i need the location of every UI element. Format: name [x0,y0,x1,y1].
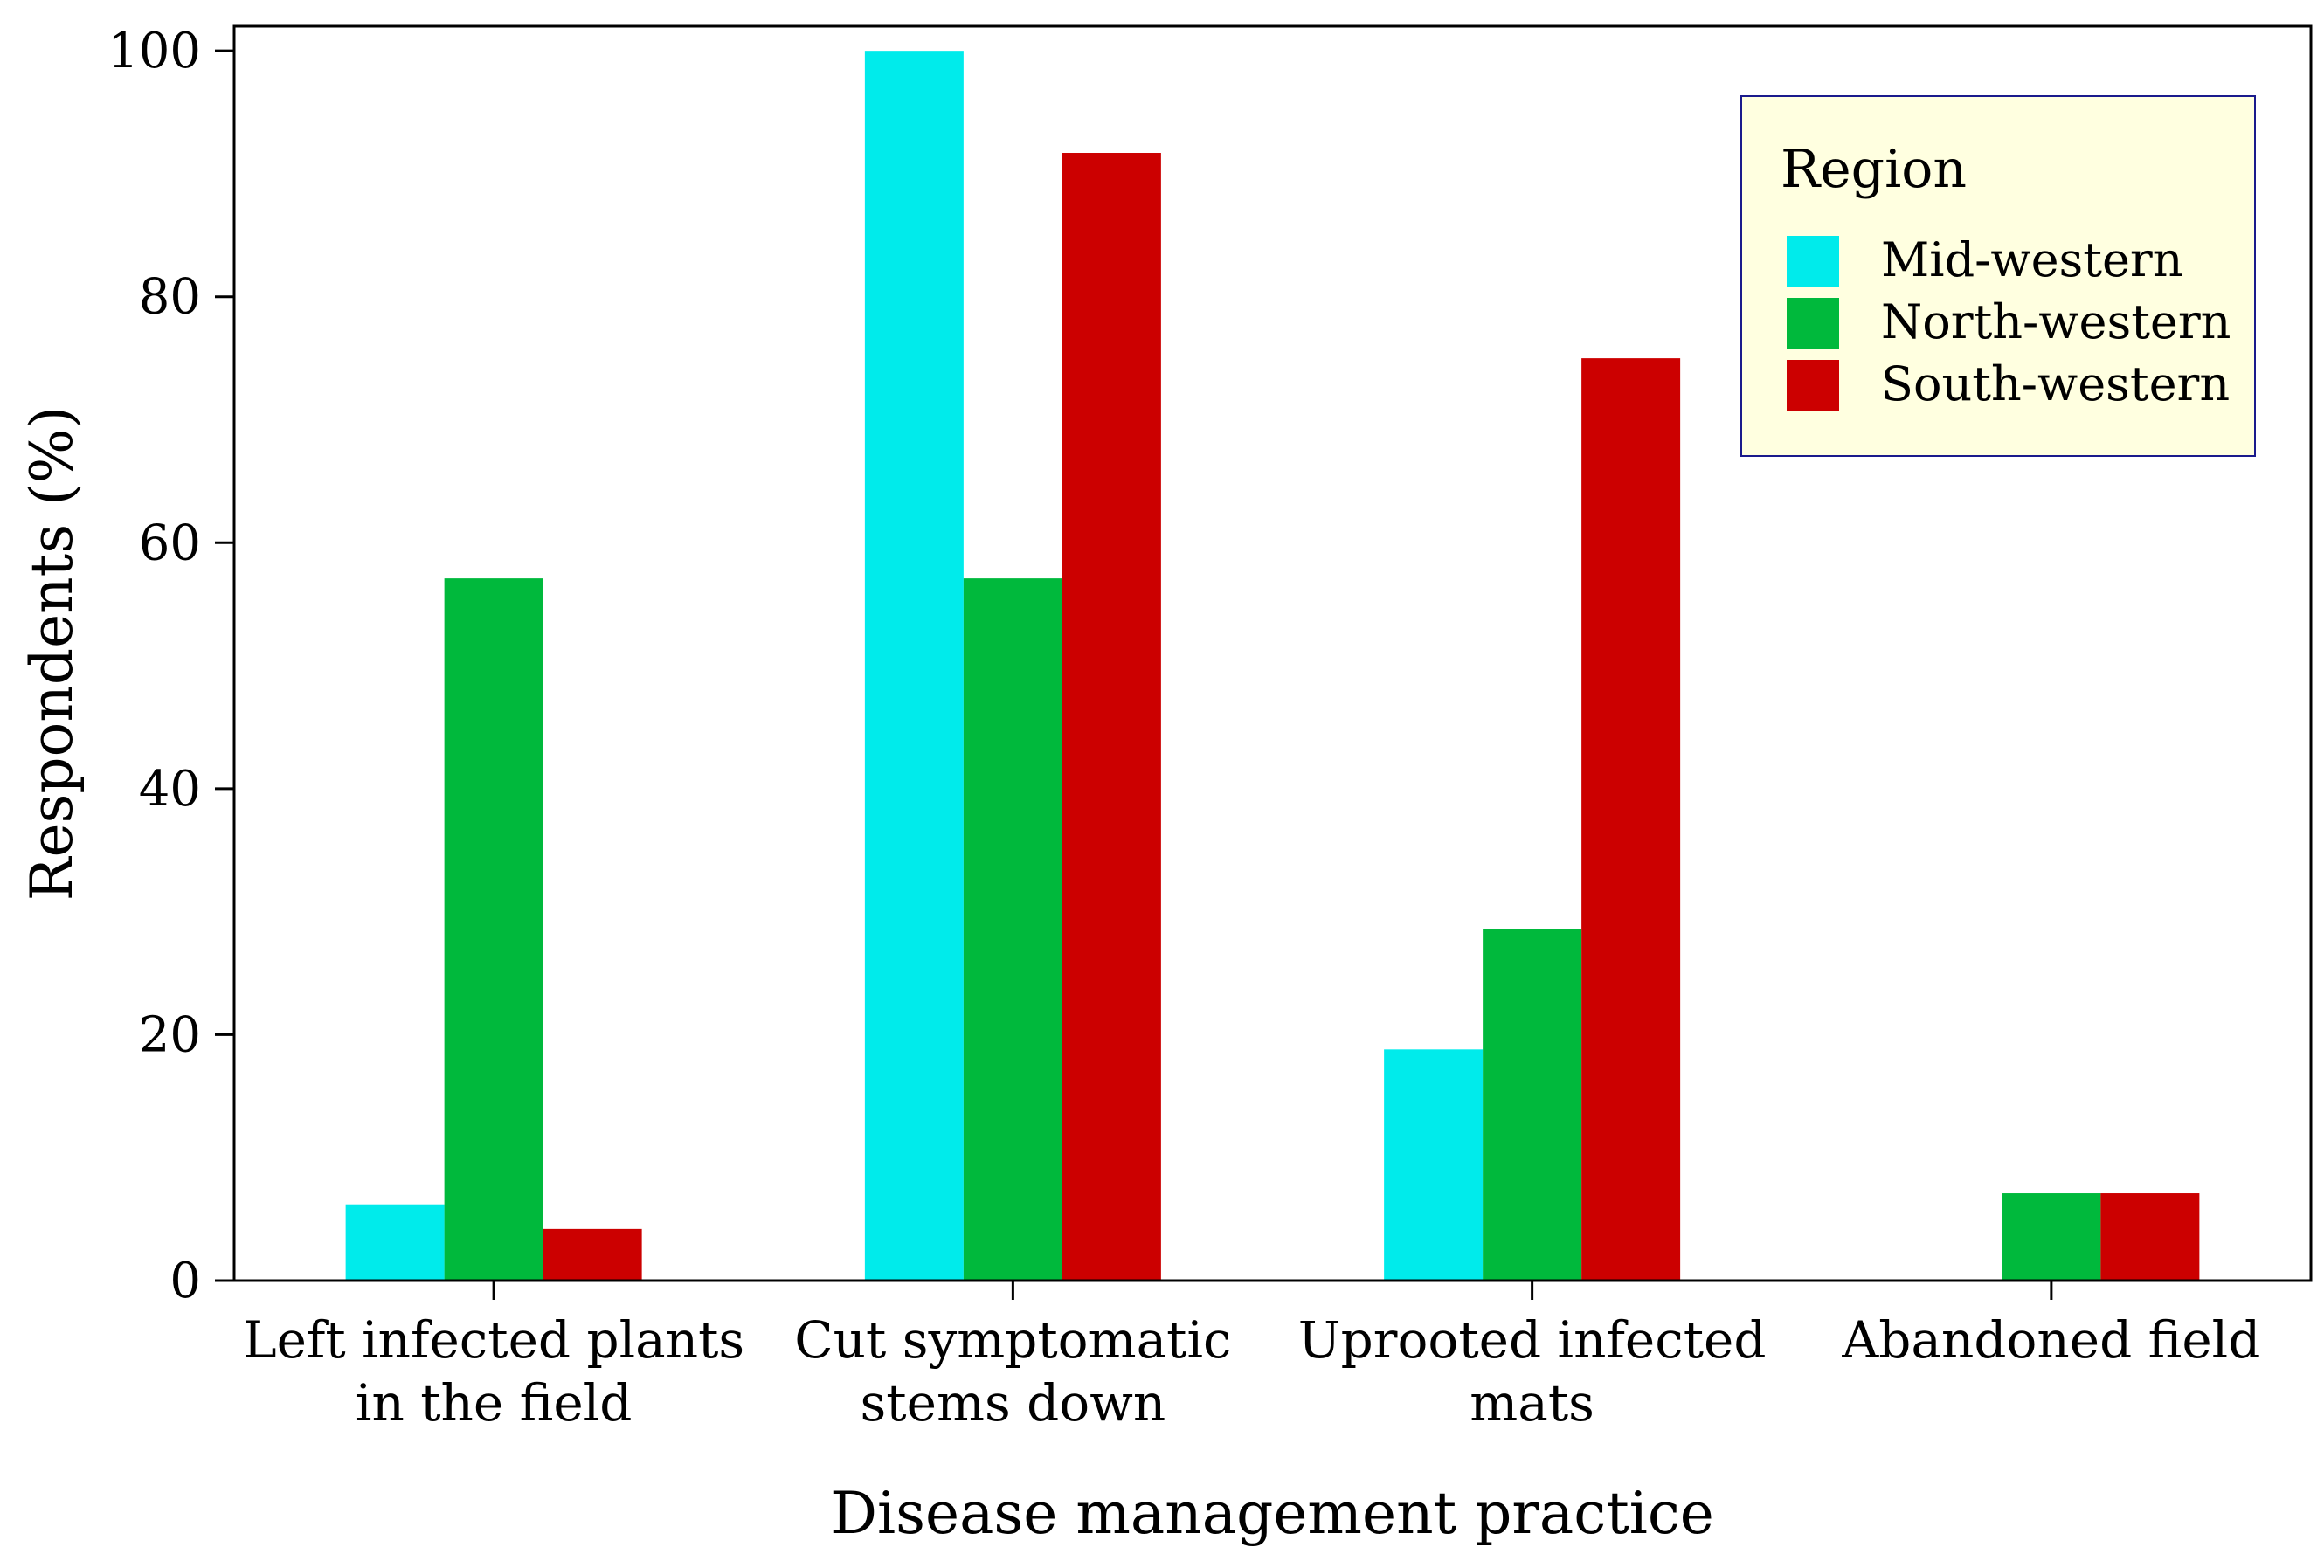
bar-north-western-0 [444,578,543,1281]
y-tick-label: 40 [139,761,201,818]
legend: Region Mid-western North-western South-wes… [1740,95,2256,457]
x-axis: Left infected plants in the field Cut symp… [243,1281,2260,1433]
legend-label: South-western [1881,356,2230,411]
y-tick-label: 80 [139,269,201,326]
x-category-label-line: Cut symptomatic [794,1310,1231,1370]
x-category-label-line: stems down [861,1373,1166,1433]
x-category-label-line: in the field [356,1373,632,1433]
bar-mid-western-1 [864,51,964,1281]
bars-layer [345,51,2200,1281]
y-axis: 0 20 40 60 80 100 [107,23,234,1309]
y-tick-label: 0 [169,1253,201,1309]
bar-south-western-2 [1581,358,1681,1281]
x-category-label: Cut symptomatic stems down [794,1310,1231,1433]
legend-title: Region [1781,139,1967,200]
bar-north-western-3 [2002,1193,2101,1281]
bar-south-western-0 [543,1228,642,1281]
plot-frame [232,24,2313,1282]
bar-south-western-1 [1062,153,1161,1281]
y-axis-title: Respondents (%) [18,406,86,901]
x-category-label: Uprooted infected mats [1298,1310,1767,1433]
x-category-label-line: Uprooted infected [1298,1310,1767,1370]
bar-south-western-3 [2100,1193,2200,1281]
y-tick-label: 60 [139,515,201,571]
x-category-label: Left infected plants in the field [243,1310,744,1433]
bar-north-western-2 [1483,929,1582,1281]
x-axis-title: Disease management practice [831,1480,1714,1547]
legend-label: Mid-western [1881,232,2183,287]
x-category-label-line: Abandoned field [1841,1310,2260,1370]
legend-label: North-western [1881,294,2231,349]
x-category-label-line: Left infected plants [243,1310,744,1370]
y-tick-label: 100 [107,23,201,79]
legend-items: Mid-western North-western South-western [1787,232,2231,411]
bar-mid-western-0 [345,1204,445,1281]
bar-mid-western-2 [1384,1049,1484,1281]
y-tick-label: 20 [139,1006,201,1063]
legend-swatch [1787,360,1839,411]
x-category-label: Abandoned field [1841,1310,2260,1370]
x-category-label-line: mats [1470,1373,1594,1433]
legend-swatch [1787,236,1839,287]
bar-north-western-1 [963,578,1062,1281]
legend-swatch [1787,298,1839,349]
